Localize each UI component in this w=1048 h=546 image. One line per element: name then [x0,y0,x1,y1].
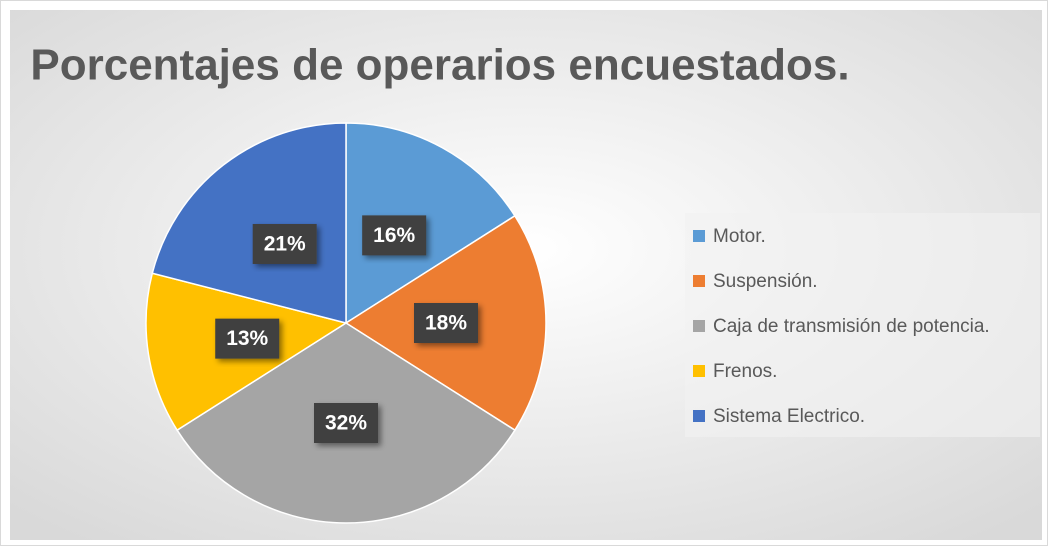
pie-slice [151,122,347,324]
legend-label: Suspensión. [713,271,818,292]
legend-swatch [693,365,705,377]
data-label-box [314,403,378,443]
data-label: 18% [425,312,467,335]
legend-label: Motor. [713,226,766,247]
legend-label: Sistema Electrico. [713,406,865,427]
legend-box [685,213,1040,437]
legend-label: Caja de transmisión de potencia. [713,316,990,337]
data-label: 13% [226,327,268,350]
data-label-box [252,223,317,264]
chart-title: Porcentajes de operarios encuestados. [30,41,849,90]
legend-swatch [693,320,705,332]
data-label: 21% [264,233,306,256]
data-label-box [362,215,427,256]
data-label-box [414,303,478,343]
data-label: 32% [325,412,367,435]
legend-swatch [693,410,705,422]
pie-slice [345,122,516,325]
legend-label: Frenos. [713,361,777,382]
data-label-box [215,318,280,359]
legend-swatch [693,275,705,287]
legend-swatch [693,230,705,242]
data-label: 16% [373,224,415,247]
